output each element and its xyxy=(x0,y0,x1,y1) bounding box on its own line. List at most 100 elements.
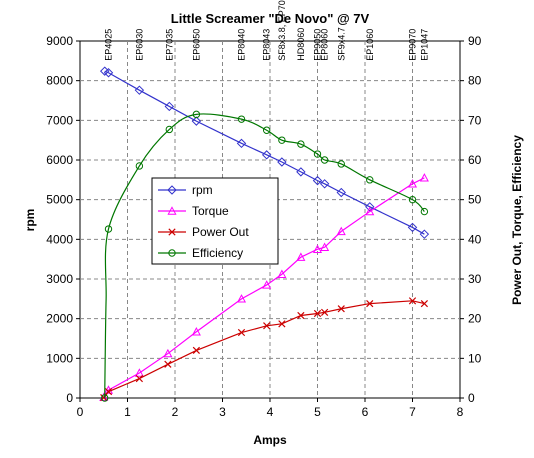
model-annotations: EP4025 EP6030 EP7035 EP6050 EP8040 EP8043 SF8x… xyxy=(104,0,430,61)
legend-marker-power-out xyxy=(168,228,176,236)
series-line-torque xyxy=(103,177,425,398)
data-point-efficiency xyxy=(278,136,286,144)
y-axis-right-label: Power Out, Torque, Efficiency xyxy=(510,135,524,305)
data-point-torque xyxy=(163,348,173,358)
legend-marker-rpm xyxy=(167,185,177,195)
y-axis-left-label: rpm xyxy=(23,209,37,232)
annotation-label: EP8060 xyxy=(320,29,330,61)
data-point-rpm xyxy=(365,202,375,212)
data-point-rpm xyxy=(319,179,330,189)
data-point-torque xyxy=(407,179,418,188)
data-point-efficiency xyxy=(237,115,246,123)
y-right-tick-label: 60 xyxy=(468,153,482,167)
data-point-power-out xyxy=(297,311,305,320)
data-point-efficiency xyxy=(337,160,345,168)
data-point-efficiency xyxy=(313,150,322,158)
data-point-efficiency xyxy=(262,126,271,134)
series-rpm xyxy=(99,66,430,239)
data-point-torque xyxy=(336,226,346,236)
annotation-label: EP4025 xyxy=(104,29,114,61)
data-point-power-out xyxy=(263,322,271,330)
annotation-label: EP9050 xyxy=(313,29,323,61)
legend-label-rpm: rpm xyxy=(192,183,213,197)
series-line-rpm xyxy=(104,70,425,235)
x-tick-label: 1 xyxy=(124,405,131,419)
y-right-tick-label: 80 xyxy=(468,74,482,88)
annotation-label: HD8060 xyxy=(296,28,306,61)
y-right-tick-label: 20 xyxy=(468,312,482,326)
data-point-power-out xyxy=(237,328,246,337)
data-point-rpm xyxy=(296,167,306,177)
x-tick-label: 4 xyxy=(267,405,274,419)
y-left-tick-label: 2000 xyxy=(46,312,73,326)
data-point-efficiency xyxy=(165,125,174,134)
y-right-tick-label: 50 xyxy=(468,193,482,207)
annotation-label: EP1060 xyxy=(365,29,375,61)
annotation-label: EP9070 xyxy=(408,29,418,61)
annotation-label: EP6030 xyxy=(134,29,144,61)
y-left-tick-label: 5000 xyxy=(46,193,73,207)
data-point-power-out xyxy=(164,360,172,368)
y-right-tick-label: 30 xyxy=(468,272,482,286)
data-point-rpm xyxy=(312,175,323,186)
data-point-rpm xyxy=(419,229,430,239)
data-point-power-out xyxy=(420,299,428,308)
data-point-torque xyxy=(191,326,201,336)
legend-marker-torque xyxy=(167,206,177,215)
data-point-efficiency xyxy=(420,207,429,216)
x-axis-label: Amps xyxy=(253,433,287,447)
data-point-efficiency xyxy=(101,394,109,402)
legend-marker-efficiency xyxy=(168,249,176,257)
series-power-out xyxy=(100,297,428,402)
y-left-tick-label: 0 xyxy=(66,391,73,405)
legend-label-efficiency: Efficiency xyxy=(192,246,243,260)
y-left-tick-label: 3000 xyxy=(46,272,73,286)
y-right-tick-label: 90 xyxy=(468,34,482,48)
data-point-rpm xyxy=(103,68,114,78)
annotation-label: EP7035 xyxy=(164,29,174,61)
data-point-rpm xyxy=(236,138,247,149)
annotation-label: EP6050 xyxy=(191,29,201,61)
data-point-rpm xyxy=(191,116,202,126)
y-left-tick-label: 4000 xyxy=(46,232,73,246)
y-left-tick-label: 8000 xyxy=(46,74,73,88)
x-tick-label: 5 xyxy=(314,405,321,419)
data-point-rpm xyxy=(261,150,272,160)
data-point-torque xyxy=(296,252,306,261)
data-point-power-out xyxy=(104,388,113,396)
data-point-efficiency xyxy=(366,176,374,184)
data-point-power-out xyxy=(408,297,417,305)
data-point-rpm xyxy=(336,187,346,198)
data-point-efficiency xyxy=(135,162,144,170)
data-point-efficiency xyxy=(297,140,305,148)
data-point-power-out xyxy=(366,299,374,308)
data-point-torque xyxy=(365,206,375,216)
data-point-torque xyxy=(277,269,287,278)
series-line-efficiency xyxy=(104,113,425,399)
y-left-tick-label: 1000 xyxy=(46,351,73,365)
data-point-power-out xyxy=(337,305,345,313)
x-tick-label: 3 xyxy=(219,405,226,419)
legend: rpm Torque Power Out Efficiency xyxy=(151,177,279,265)
data-point-rpm xyxy=(407,222,418,233)
data-point-torque xyxy=(419,173,429,182)
x-tick-label: 7 xyxy=(409,405,416,419)
data-point-efficiency xyxy=(408,195,417,204)
y-left-tick-label: 9000 xyxy=(46,34,73,48)
x-tick-label: 6 xyxy=(362,405,369,419)
data-point-efficiency xyxy=(104,225,113,233)
x-tick-label: 8 xyxy=(457,405,464,419)
data-point-power-out xyxy=(278,320,286,328)
y-left-tick-label: 7000 xyxy=(46,113,73,127)
data-point-torque xyxy=(312,244,323,253)
data-point-power-out xyxy=(135,374,143,383)
annotation-label: SF8x3.8, EP7060 xyxy=(277,0,287,61)
data-point-torque xyxy=(262,280,272,289)
y-left-tick-label: 6000 xyxy=(46,153,73,167)
data-point-power-out xyxy=(192,346,200,355)
data-point-torque xyxy=(134,368,144,377)
data-point-rpm xyxy=(164,101,175,112)
x-tick-label: 2 xyxy=(172,405,179,419)
y-right-tick-label: 10 xyxy=(468,351,482,365)
